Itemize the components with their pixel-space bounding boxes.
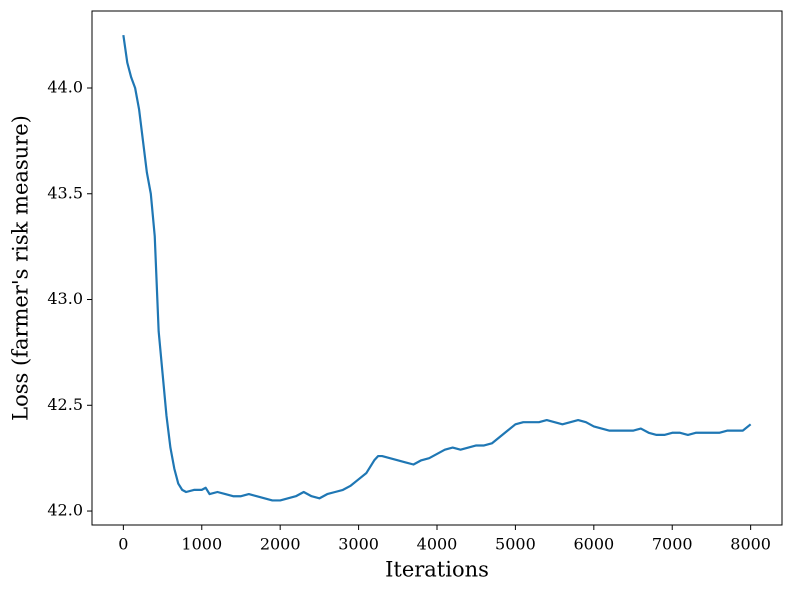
y-tick-label: 42.0 [47, 501, 83, 520]
x-tick-label: 3000 [338, 535, 379, 554]
y-tick-label: 44.0 [47, 77, 83, 96]
y-axis-label: Loss (farmer's risk measure) [9, 115, 33, 421]
x-tick-label: 0 [118, 535, 128, 554]
x-axis-label: Iterations [385, 558, 489, 582]
x-tick-label: 5000 [495, 535, 536, 554]
x-tick-label: 2000 [260, 535, 301, 554]
x-tick-label: 8000 [730, 535, 771, 554]
line [122, 34, 752, 502]
x-tick-label: 7000 [652, 535, 693, 554]
plot-frame [91, 10, 783, 526]
x-tick-label: 6000 [573, 535, 614, 554]
y-tick-label: 43.0 [47, 289, 83, 308]
x-tick-label: 4000 [417, 535, 458, 554]
y-tick-label: 43.5 [47, 183, 83, 202]
x-tick-label: 1000 [181, 535, 222, 554]
y-tick-label: 42.5 [47, 395, 83, 414]
